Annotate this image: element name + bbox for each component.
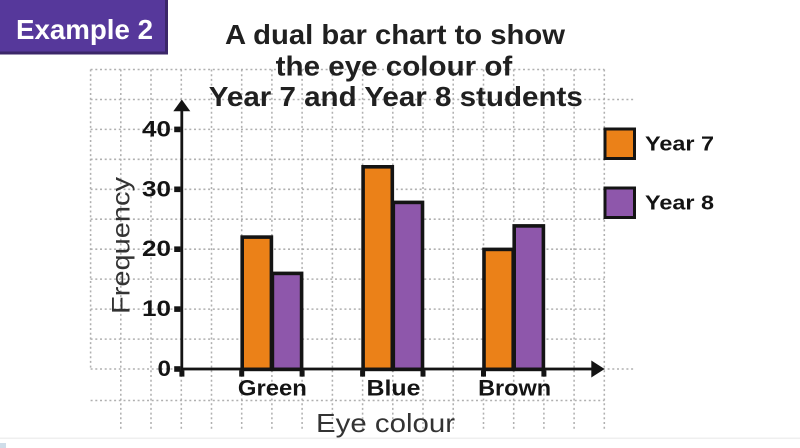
svg-text:A dual bar chart to show: A dual bar chart to show (225, 19, 565, 50)
svg-text:Blue: Blue (367, 375, 421, 400)
svg-text:Example 2: Example 2 (16, 14, 153, 45)
svg-text:30: 30 (142, 176, 171, 201)
svg-text:the eye colour of: the eye colour of (276, 50, 513, 81)
svg-text:Year 8: Year 8 (645, 192, 714, 215)
svg-text:0: 0 (158, 356, 172, 381)
svg-text:40: 40 (142, 116, 171, 141)
svg-text:20: 20 (142, 236, 171, 261)
svg-text:Year 7: Year 7 (645, 133, 714, 156)
svg-text:Eye colour: Eye colour (316, 408, 455, 438)
svg-text:Year 7 and Year 8 students: Year 7 and Year 8 students (209, 81, 583, 112)
svg-text:10: 10 (142, 296, 171, 321)
svg-text:Frequency: Frequency (108, 176, 136, 314)
svg-text:Green: Green (238, 375, 307, 400)
svg-text:Brown: Brown (478, 375, 551, 400)
